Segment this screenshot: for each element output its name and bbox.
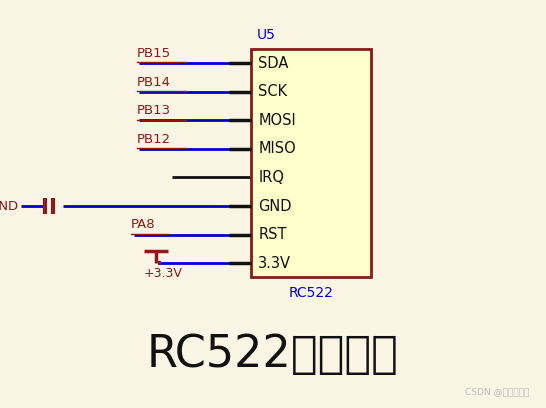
Text: PA8: PA8 (131, 218, 156, 231)
Text: SDA: SDA (258, 56, 289, 71)
Text: RC522: RC522 (289, 286, 334, 300)
Text: MOSI: MOSI (258, 113, 296, 128)
Text: PB12: PB12 (136, 133, 170, 146)
Text: PB15: PB15 (136, 47, 170, 60)
Text: 3.3V: 3.3V (258, 256, 291, 271)
Text: GND: GND (0, 200, 18, 213)
Text: RC522射频电路: RC522射频电路 (147, 333, 399, 377)
Text: MISO: MISO (258, 142, 296, 156)
Text: CSDN @嵌入式基地: CSDN @嵌入式基地 (465, 387, 530, 396)
Text: GND: GND (258, 199, 292, 213)
Bar (251, 49, 371, 277)
Text: PB14: PB14 (136, 75, 170, 89)
Text: RST: RST (258, 227, 287, 242)
Text: PB13: PB13 (136, 104, 170, 117)
Text: IRQ: IRQ (258, 170, 284, 185)
Text: SCK: SCK (258, 84, 287, 99)
Text: +3.3V: +3.3V (144, 267, 182, 280)
Text: U5: U5 (257, 28, 276, 42)
